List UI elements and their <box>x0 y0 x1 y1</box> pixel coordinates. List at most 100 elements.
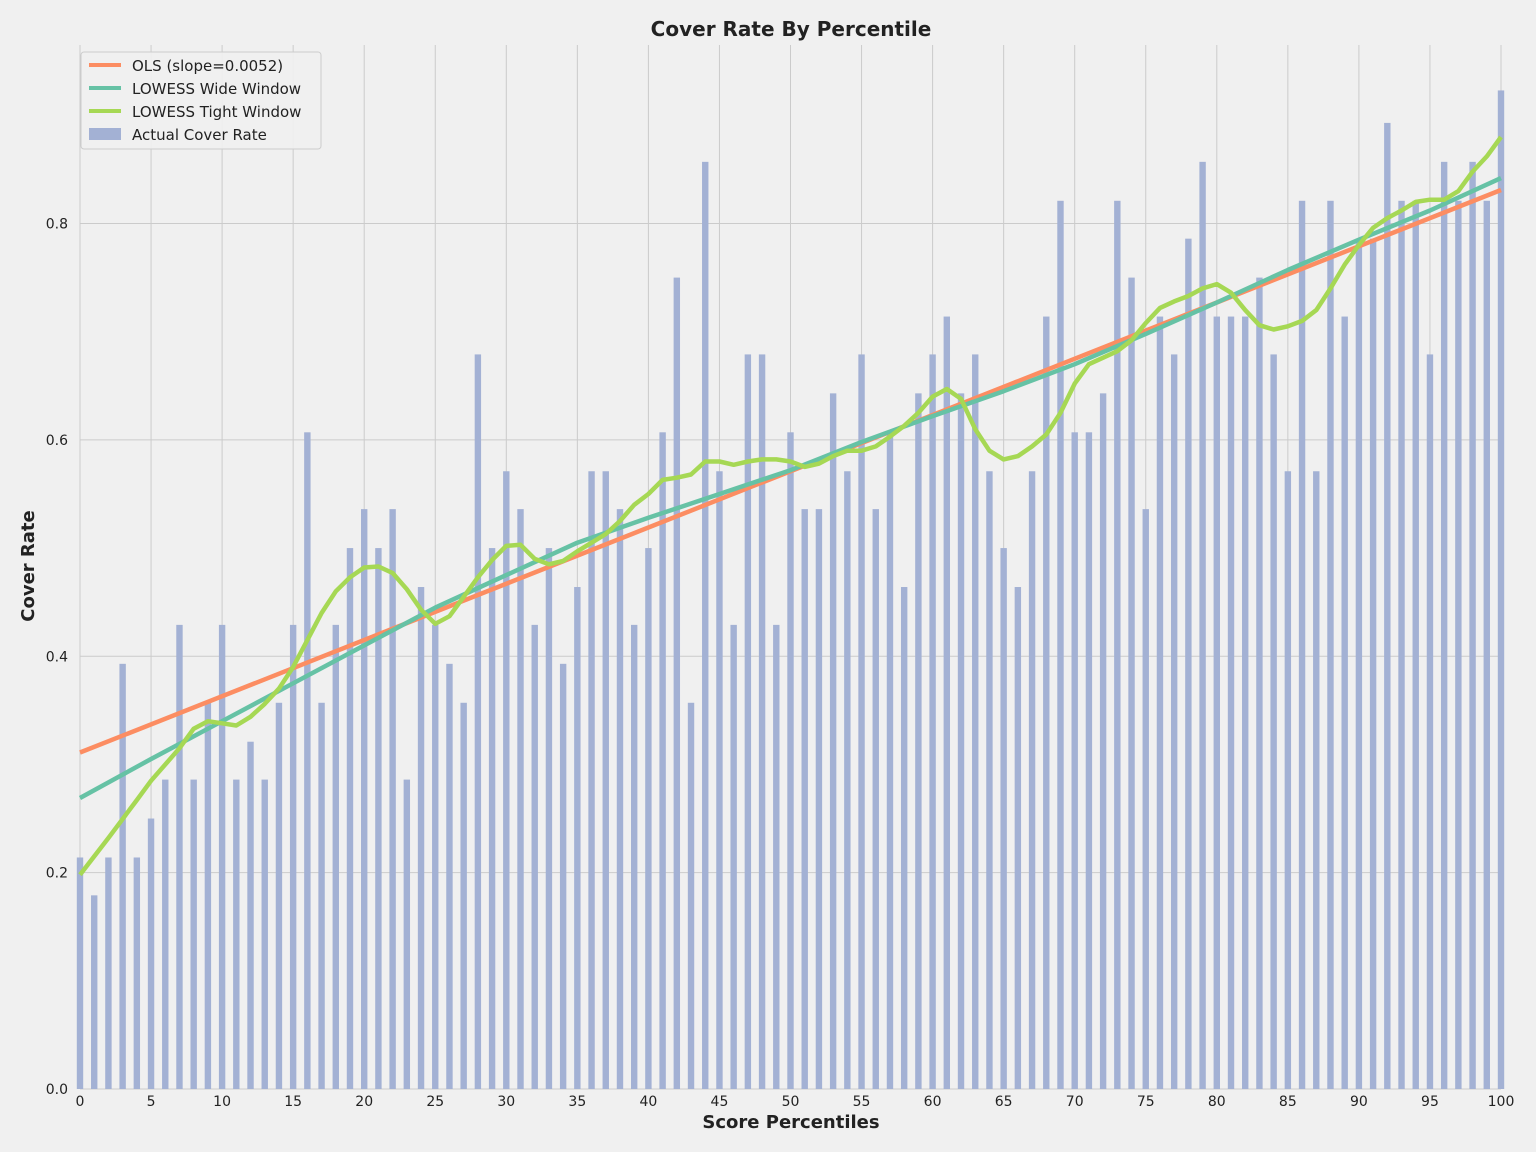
bar <box>105 857 112 1089</box>
y-tick-label: 0.6 <box>46 433 68 449</box>
bar <box>943 316 951 1089</box>
bar <box>1497 90 1505 1089</box>
bar <box>190 779 197 1089</box>
x-tick-label: 100 <box>1488 1094 1515 1110</box>
bar <box>773 624 780 1089</box>
bar <box>801 509 808 1089</box>
lowess-wide-line <box>78 176 1502 800</box>
x-tick-label: 50 <box>782 1094 800 1110</box>
bar <box>1384 122 1391 1090</box>
bar <box>1298 200 1306 1090</box>
bar <box>147 818 155 1089</box>
bar <box>1469 161 1476 1090</box>
bar <box>602 471 609 1090</box>
x-tick-label: 55 <box>853 1094 871 1110</box>
y-tick-label: 0.4 <box>46 649 68 665</box>
bar <box>460 702 467 1089</box>
bar <box>645 548 652 1089</box>
x-tick-label: 90 <box>1350 1094 1368 1110</box>
bar <box>289 624 297 1089</box>
bar <box>829 393 837 1090</box>
bars-layer <box>76 90 1505 1090</box>
lines-layer <box>78 135 1503 877</box>
bar <box>1085 432 1093 1090</box>
bar <box>474 354 482 1090</box>
bar <box>218 624 226 1089</box>
x-tick-label: 40 <box>639 1094 657 1110</box>
bar <box>247 741 254 1089</box>
x-tick-label: 25 <box>426 1094 444 1110</box>
x-tick-label: 35 <box>568 1094 586 1110</box>
x-tick-label: 45 <box>711 1094 729 1110</box>
bar <box>659 432 666 1090</box>
legend-label-lowess-wide: LOWESS Wide Window <box>132 80 301 98</box>
bar <box>389 509 396 1089</box>
bar <box>1071 432 1078 1090</box>
bar <box>972 354 979 1090</box>
x-tick-label: 60 <box>924 1094 942 1110</box>
bar <box>574 587 581 1089</box>
bar <box>1170 354 1178 1090</box>
bar <box>815 509 823 1089</box>
bar <box>133 857 141 1089</box>
legend-box <box>80 51 322 150</box>
bar <box>233 779 240 1089</box>
bar <box>1426 354 1434 1090</box>
bar <box>318 702 325 1089</box>
bar <box>1000 548 1007 1089</box>
bar <box>275 702 283 1089</box>
bar <box>1455 200 1462 1090</box>
bar <box>1242 316 1249 1089</box>
bar <box>716 471 723 1090</box>
x-tick-label: 85 <box>1279 1094 1297 1110</box>
bar <box>403 779 411 1089</box>
bar <box>1028 471 1036 1090</box>
bar <box>304 432 311 1090</box>
bar <box>1128 277 1135 1089</box>
bar <box>1369 238 1377 1090</box>
x-tick-label: 0 <box>76 1094 85 1110</box>
chart-title: Cover Rate By Percentile <box>651 17 932 41</box>
ticks-layer: 0 5 10 15 20 25 30 35 40 45 50 55 60 65 70 75 80 85 90 95 10… <box>46 217 1515 1110</box>
bar <box>1284 471 1292 1090</box>
bar <box>886 432 894 1090</box>
bar <box>417 587 425 1089</box>
x-tick-label: 30 <box>497 1094 515 1110</box>
bar <box>261 779 268 1089</box>
bar <box>1057 200 1064 1090</box>
bar <box>673 277 681 1089</box>
legend-label-lowess-tight: LOWESS Tight Window <box>132 103 301 121</box>
bar <box>915 393 922 1090</box>
bar <box>1440 161 1448 1090</box>
bar <box>1156 316 1164 1089</box>
x-tick-label: 20 <box>355 1094 373 1110</box>
x-tick-label: 80 <box>1208 1094 1226 1110</box>
legend-label-bars: Actual Cover Rate <box>132 126 267 144</box>
bar <box>858 354 865 1090</box>
y-axis-label: Cover Rate <box>18 510 39 621</box>
bar <box>91 895 98 1089</box>
bar <box>1483 200 1490 1090</box>
bar <box>744 354 752 1090</box>
legend-label-ols: OLS (slope=0.0052) <box>132 57 283 75</box>
x-tick-label: 15 <box>284 1094 302 1110</box>
bar <box>446 663 453 1089</box>
bar <box>346 548 354 1089</box>
bar <box>517 509 524 1089</box>
bar <box>361 509 368 1089</box>
bar <box>1327 200 1334 1090</box>
bar <box>1270 354 1277 1090</box>
bar <box>1355 238 1363 1090</box>
bar <box>1099 393 1107 1090</box>
x-tick-label: 75 <box>1137 1094 1155 1110</box>
bar <box>616 509 624 1089</box>
lowess-tight-line <box>78 135 1503 877</box>
bar <box>176 624 183 1089</box>
x-tick-label: 95 <box>1421 1094 1439 1110</box>
bar <box>844 471 851 1090</box>
bar <box>787 432 794 1090</box>
y-tick-label: 0.2 <box>46 866 68 882</box>
bar <box>758 354 766 1090</box>
